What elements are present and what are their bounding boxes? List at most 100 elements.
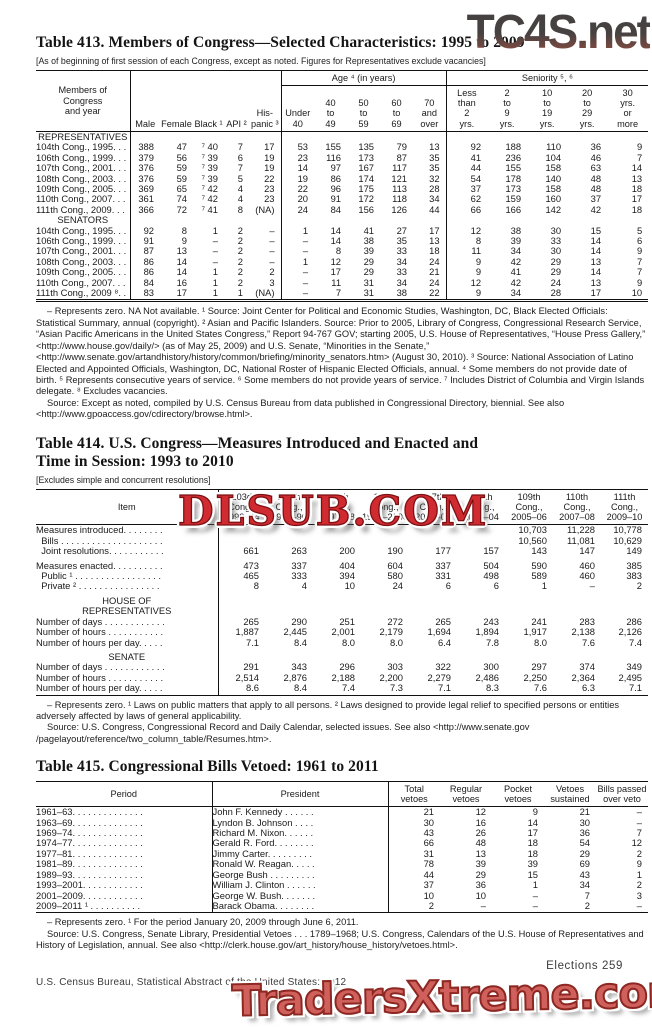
cell: 39	[475, 859, 486, 870]
cell: 30	[579, 817, 590, 828]
table-row: 110th Cong., 2007. . . 361 74 ⁷ 42 4 23 20 91 17…	[36, 194, 648, 205]
table-row: SENATORS	[36, 214, 648, 226]
cell	[505, 592, 553, 617]
cell	[313, 648, 361, 662]
section-label: SENATORS	[57, 214, 109, 226]
cell: 24	[429, 277, 440, 288]
cell: 369	[129, 184, 160, 195]
cell: 8.0	[533, 637, 547, 648]
cell: 56	[176, 152, 187, 163]
cell: 190	[387, 546, 403, 557]
cell: 13	[475, 848, 486, 859]
table-row: Number of days . . . . . . . . . . . . 29…	[36, 662, 648, 673]
cell: 7.6	[505, 683, 553, 696]
cell: 11	[331, 277, 342, 288]
table-row: Number of hours . . . . . . . . . . . 2,5…	[36, 672, 648, 684]
cell: 167	[358, 163, 375, 174]
cell: 41	[363, 225, 375, 236]
table-row: 109th Cong., 2005. . . 86 14 1 2 2–17 29 33 21 9 4…	[36, 267, 648, 278]
cell: 177	[435, 546, 451, 557]
cell	[380, 215, 413, 225]
cell	[567, 215, 607, 225]
cell: 35	[429, 152, 440, 163]
cell: 86	[129, 267, 160, 278]
cell: 24	[550, 277, 562, 288]
column-header-period: Period	[36, 781, 213, 808]
column-header: 105th Cong., 1997–98	[313, 489, 361, 526]
section-label: HOUSE OF REPRESENTATIVES	[82, 594, 172, 617]
column-header-row: Period President Total vetoes Regular ve…	[36, 781, 648, 808]
cell: 297	[531, 662, 547, 673]
cell	[347, 215, 380, 225]
cell: 265	[435, 616, 451, 627]
cell: 3	[269, 277, 275, 288]
table-414: Item 103d Cong., 1993–94 104th Cong., 19…	[36, 488, 648, 696]
cell	[249, 131, 281, 142]
cell: 38	[363, 236, 375, 247]
table-row: 1993–2001. . . . . . . . . . . . William …	[36, 880, 648, 891]
row-label: 1974–77. . . . . . . . . . . . . .	[36, 838, 143, 849]
table-row: 108th Cong., 2003. . . 376 59 ⁷ 39 5 22 19 86 17…	[36, 173, 648, 185]
cell: 9	[636, 859, 642, 870]
cell: 376	[129, 163, 160, 174]
cell	[313, 592, 361, 617]
cell: 33	[396, 267, 408, 278]
row-label: Measures enacted. . . . . . . . . .	[36, 559, 163, 571]
cell: 8.0	[341, 637, 355, 648]
cell: 263	[291, 546, 307, 557]
cell: 290	[291, 616, 307, 627]
cell: 7	[636, 256, 643, 267]
cell: 121	[391, 173, 408, 184]
cell: 39	[363, 246, 375, 257]
cell: 6.4	[437, 637, 451, 648]
cell: 22	[264, 173, 275, 184]
cell: 8	[335, 246, 342, 257]
cell: 6	[445, 581, 451, 592]
row-label: 111th Cong., 2009 ⁸. .	[36, 288, 130, 303]
cell: 3	[636, 890, 642, 901]
cell: –	[269, 246, 275, 257]
column-header: Male	[130, 85, 160, 132]
column-header: 111th Cong., 2009–10	[601, 489, 648, 526]
cell: 23	[264, 194, 275, 205]
table-row: Joint resolutions. . . . . . . . . . . 66…	[36, 546, 648, 557]
column-header: 10 to 19 yrs.	[527, 85, 568, 132]
cell: 92	[445, 142, 488, 153]
cell: –	[280, 246, 315, 257]
cell: 241	[531, 616, 547, 627]
cell: 113	[392, 184, 408, 195]
cell	[129, 215, 160, 226]
cell: 7	[636, 267, 643, 278]
cell: 2,138	[571, 627, 595, 638]
column-header: API ²	[224, 85, 249, 132]
cell: 23	[264, 184, 275, 195]
row-label: 107th Cong., 2001. . .	[36, 163, 127, 174]
cell: 46	[590, 152, 602, 163]
cell: 34	[396, 277, 408, 288]
cell: 12	[445, 225, 488, 237]
cell: 2,364	[571, 672, 595, 683]
cell: 110	[546, 142, 562, 153]
cell: 2	[237, 256, 243, 267]
row-label: Bills . . . . . . . . . . . . . . . . . …	[36, 535, 163, 546]
cell: Ronald W. Reagan. . . . .	[211, 859, 388, 870]
cell: 79	[396, 142, 408, 153]
footnote: – Represents zero. ¹ Laws on public matt…	[36, 699, 620, 721]
cell: 155	[505, 163, 522, 174]
cell: 2	[237, 267, 243, 278]
cell: 1,694	[427, 627, 451, 638]
row-label: Public ¹ . . . . . . . . . . . . . . . .…	[36, 571, 162, 582]
cell: 9	[445, 267, 488, 278]
table-row: 110th Cong., 2007. . . 84 16 1 2 3–11 31 34 24 12…	[36, 277, 648, 289]
cell: 337	[435, 559, 451, 571]
cell: 63	[590, 163, 602, 174]
cell: 8.0	[389, 637, 403, 648]
cell	[553, 648, 601, 662]
cell: 2,279	[427, 672, 451, 683]
row-label: 104th Cong., 1995. . .	[36, 142, 127, 153]
cell	[361, 536, 409, 546]
cell: 36	[579, 828, 590, 839]
cell: 394	[339, 571, 355, 582]
cell: 157	[483, 546, 499, 557]
cell: 2,486	[475, 672, 499, 683]
